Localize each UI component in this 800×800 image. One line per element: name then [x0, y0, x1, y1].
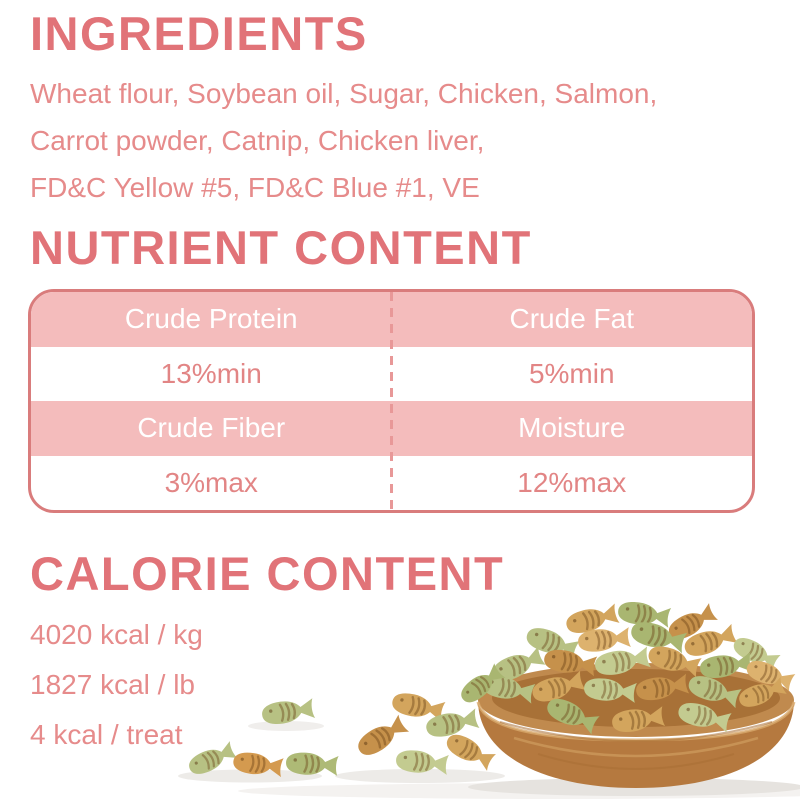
calorie-section: CALORIE CONTENT 4020 kcal / kg 1827 kcal… — [30, 548, 504, 760]
product-photo — [158, 590, 800, 800]
ingredients-line: Wheat flour, Soybean oil, Sugar, Chicken… — [30, 78, 658, 109]
table-value-row: 13%min 5%min — [31, 347, 752, 402]
cell-crude-fat-value: 5%min — [528, 357, 615, 389]
ingredients-line: Carrot powder, Catnip, Chicken liver, — [30, 125, 485, 156]
ingredients-section: INGREDIENTS Wheat flour, Soybean oil, Su… — [30, 8, 780, 211]
calorie-line: 4 kcal / treat — [30, 719, 183, 750]
calorie-title: CALORIE CONTENT — [30, 547, 505, 600]
cell-crude-fiber-value: 3%max — [164, 466, 258, 498]
cell-moisture-label: Moisture — [518, 412, 626, 444]
treats-on-plate-illustration — [178, 598, 800, 799]
calorie-line: 4020 kcal / kg — [30, 619, 203, 650]
cell-crude-protein-label: Crude Protein — [124, 303, 298, 335]
ingredients-title: INGREDIENTS — [30, 7, 368, 60]
ingredients-list: Wheat flour, Soybean oil, Sugar, Chicken… — [30, 70, 780, 211]
table-value-row: 3%max 12%max — [31, 456, 752, 511]
cell-moisture-value: 12%max — [517, 466, 627, 498]
cell-crude-fat-label: Crude Fat — [509, 303, 635, 335]
table-column-divider — [390, 292, 393, 510]
nutrient-title: NUTRIENT CONTENT — [30, 221, 532, 274]
calorie-list: 4020 kcal / kg 1827 kcal / lb 4 kcal / t… — [30, 610, 504, 760]
ingredients-line: FD&C Yellow #5, FD&C Blue #1, VE — [30, 172, 480, 203]
cell-crude-protein-value: 13%min — [160, 357, 262, 389]
nutrient-section: NUTRIENT CONTENT Crude Protein Crude Fat… — [0, 222, 800, 513]
nutrient-table: Crude Protein Crude Fat 13%min 5%min Cru… — [28, 289, 755, 513]
calorie-line: 1827 kcal / lb — [30, 669, 195, 700]
cell-crude-fiber-label: Crude Fiber — [137, 412, 286, 444]
